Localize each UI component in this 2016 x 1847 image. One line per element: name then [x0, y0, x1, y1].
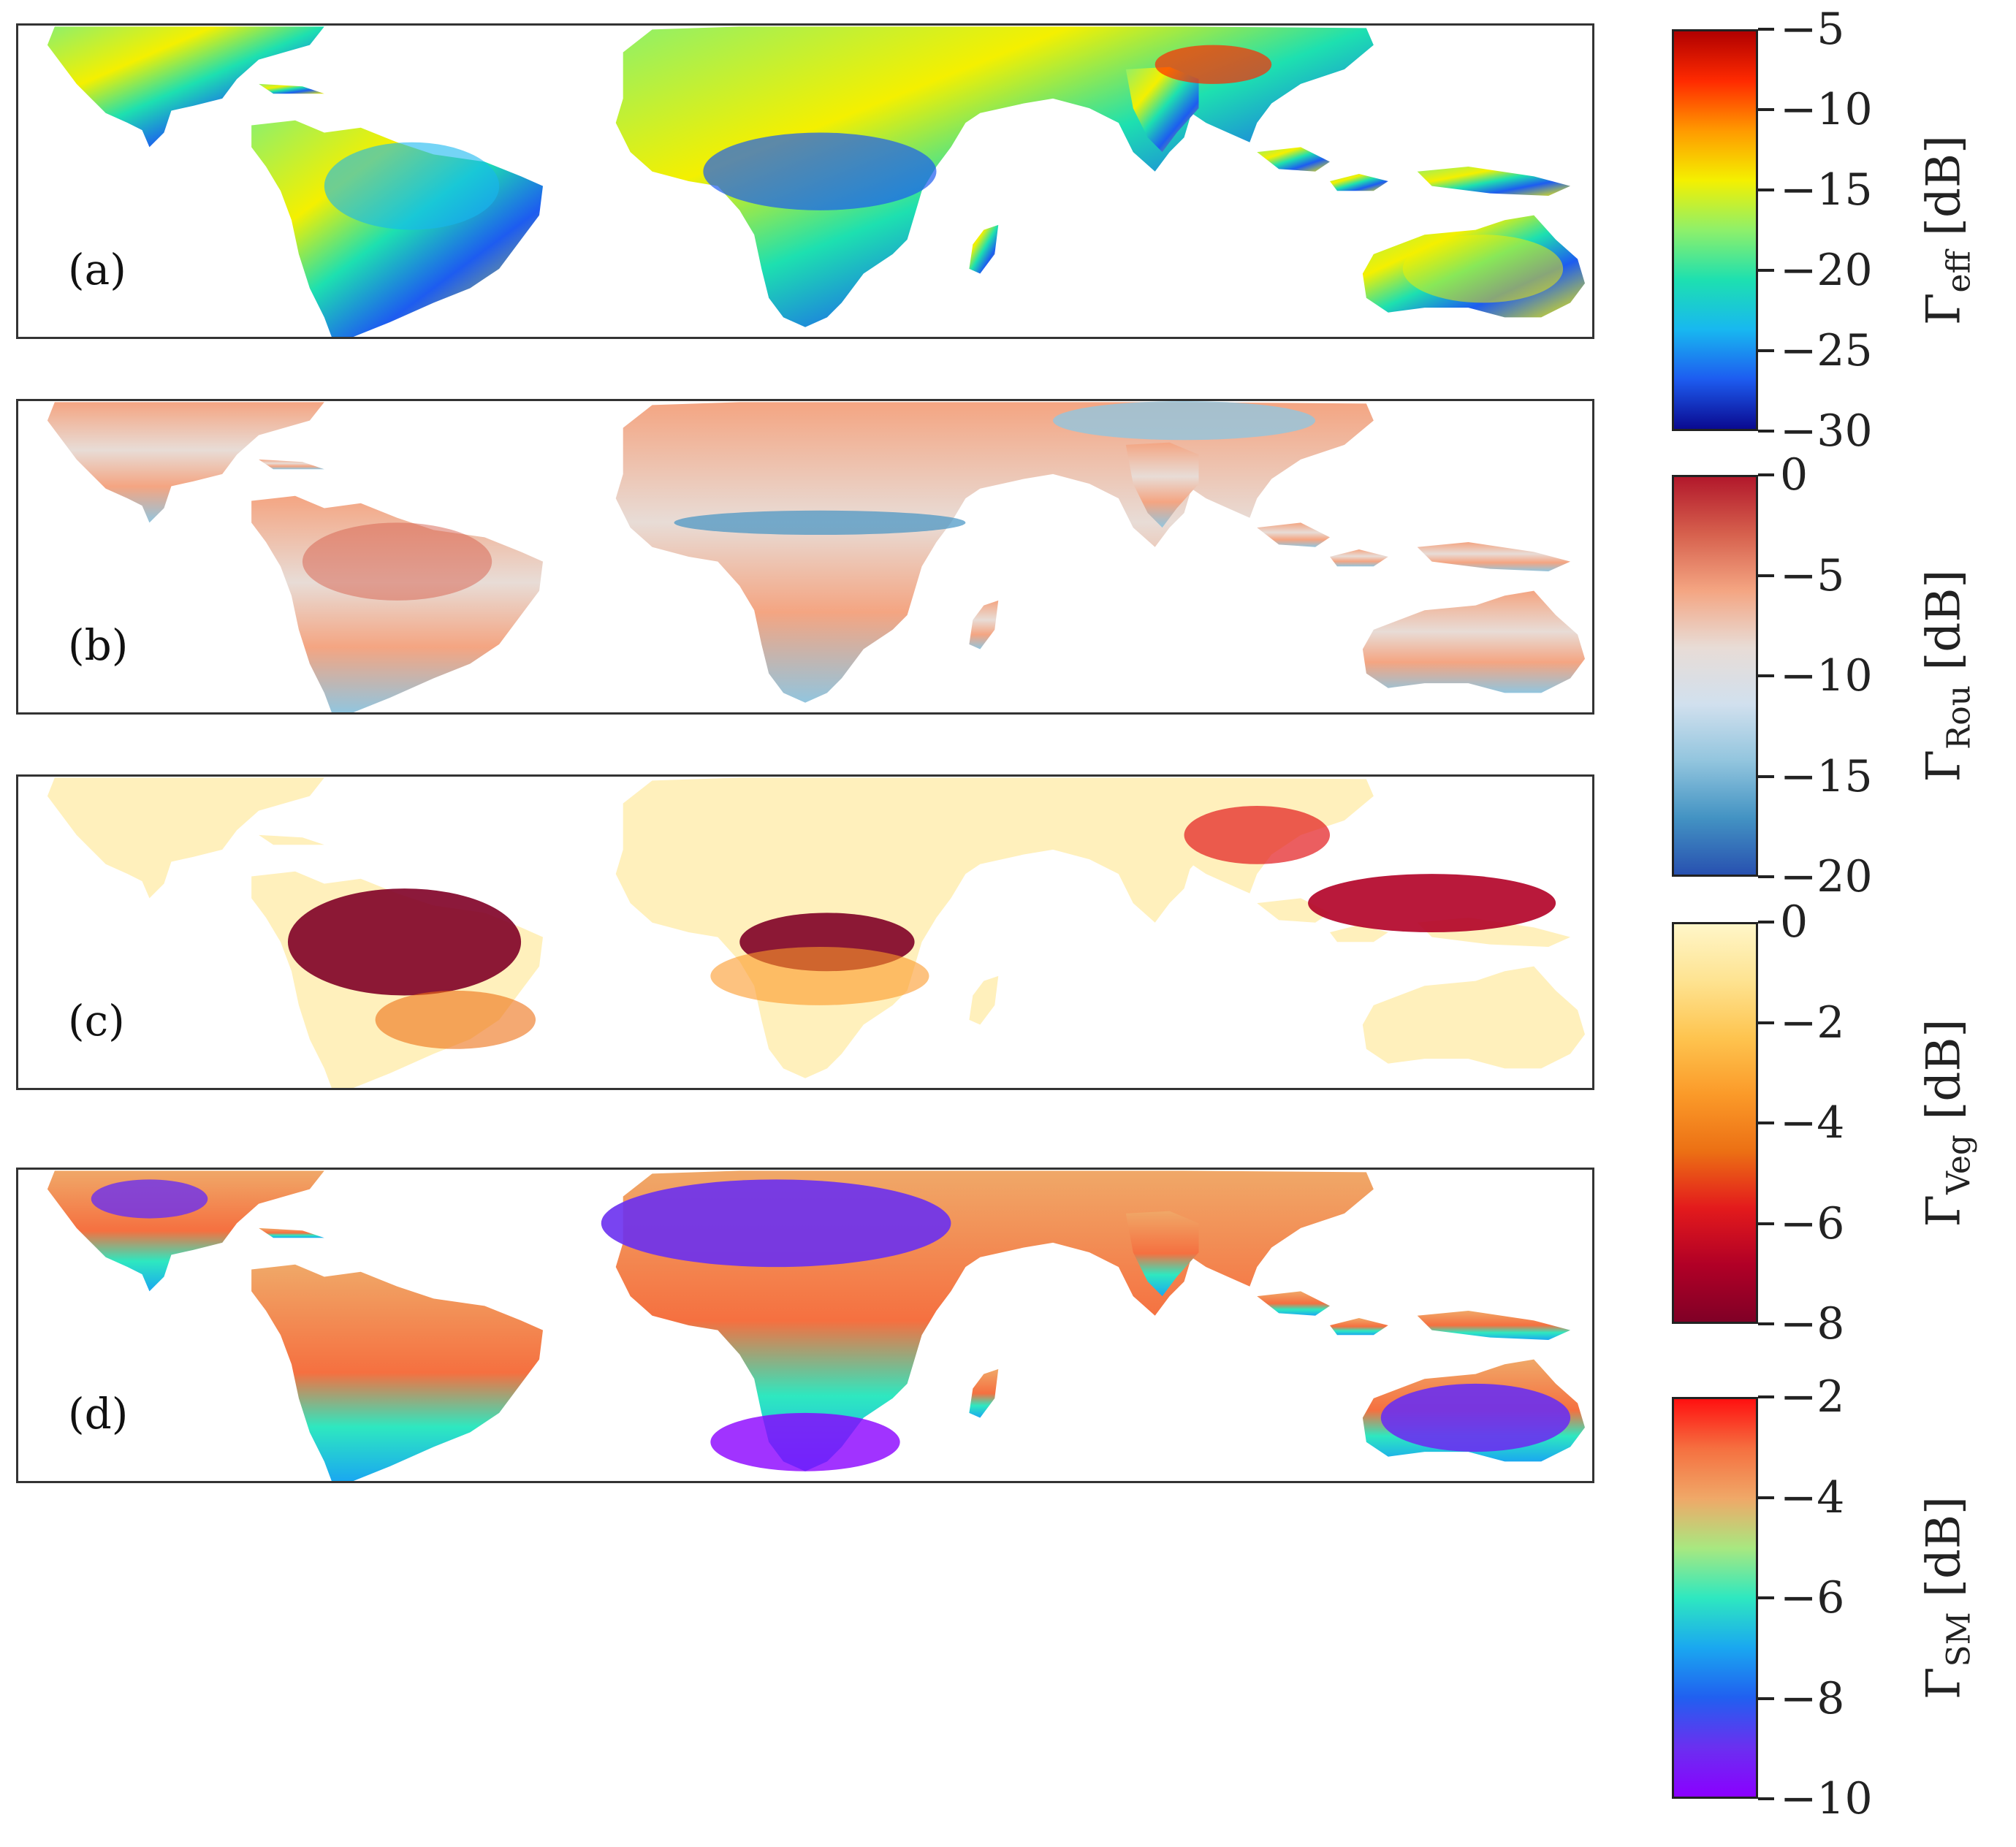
tick-mark [1758, 875, 1774, 878]
map-image-c [47, 777, 1586, 1088]
colorbar-ticks-c: 0 −2 −4 −6 −8 [1758, 896, 1875, 1349]
tick-mark [1758, 1696, 1774, 1700]
tick-mark [1758, 774, 1774, 778]
tick-mark [1758, 1496, 1774, 1499]
tick-label: 0 [1780, 449, 1808, 500]
tick-mark [1758, 188, 1774, 191]
tick-label: −2 [1780, 1371, 1845, 1423]
tick-label: −25 [1780, 325, 1873, 376]
tick-label: −2 [1780, 997, 1845, 1048]
tick-label: −10 [1780, 84, 1873, 135]
subscript: Veg [1940, 1134, 1978, 1195]
colorbar-a [1672, 29, 1758, 431]
subscript: eff [1940, 251, 1978, 293]
tick-mark [1758, 1322, 1774, 1325]
tick-label: −6 [1780, 1572, 1845, 1623]
tick-label: −15 [1780, 164, 1873, 216]
tick-mark [1758, 1222, 1774, 1225]
colorbar-label-a: Γeff [dB] [1900, 29, 1995, 431]
panel-label-c: (c) [68, 996, 125, 1046]
map-panel-d: (d) [16, 1168, 1594, 1483]
colorbar-b [1672, 475, 1758, 877]
map-image-b [47, 401, 1586, 712]
tick-label: −8 [1780, 1298, 1845, 1349]
colorbar-d [1672, 1397, 1758, 1799]
map-panel-b: (b) [16, 399, 1594, 715]
gamma-symbol: Γ [1917, 749, 1971, 782]
tick-label: −4 [1780, 1097, 1845, 1149]
tick-mark [1758, 28, 1774, 31]
unit: [dB] [1917, 1018, 1971, 1120]
unit: [dB] [1917, 569, 1971, 671]
tick-mark [1758, 1021, 1774, 1024]
tick-label: −10 [1780, 1773, 1873, 1824]
tick-mark [1758, 1596, 1774, 1599]
tick-label: −5 [1780, 4, 1845, 55]
colorbar-label-c: ΓVeg [dB] [1900, 922, 1995, 1324]
tick-mark [1758, 921, 1774, 923]
gamma-symbol: Γ [1917, 292, 1971, 325]
unit: [dB] [1917, 1496, 1971, 1597]
colorbar-label-b: ΓRou [dB] [1900, 475, 1995, 877]
tick-mark [1758, 108, 1774, 111]
map-image-a [47, 26, 1586, 337]
tick-label: −5 [1780, 549, 1845, 601]
colorbar-label-d: ΓSM [dB] [1900, 1397, 1995, 1799]
tick-mark [1758, 574, 1774, 577]
tick-label: 0 [1780, 896, 1808, 948]
gamma-symbol: Γ [1917, 1194, 1971, 1227]
panel-label-b: (b) [68, 620, 129, 670]
map-panel-a: (a) [16, 23, 1594, 339]
map-image-d [47, 1170, 1586, 1481]
colorbar-ticks-b: 0 −5 −10 −15 −20 [1758, 449, 1875, 902]
tick-label: −10 [1780, 650, 1873, 701]
tick-mark [1758, 269, 1774, 272]
subscript: Rou [1940, 685, 1978, 750]
tick-label: −20 [1780, 851, 1873, 902]
colorbar-ticks-d: −2 −4 −6 −8 −10 [1758, 1371, 1875, 1824]
tick-mark [1758, 1395, 1774, 1398]
tick-mark [1758, 473, 1774, 476]
tick-label: −30 [1780, 405, 1873, 457]
panel-label-d: (d) [68, 1389, 129, 1439]
gamma-symbol: Γ [1917, 1667, 1971, 1699]
tick-mark [1758, 1797, 1774, 1800]
tick-label: −8 [1780, 1672, 1845, 1724]
tick-label: −4 [1780, 1471, 1845, 1523]
unit: [dB] [1917, 135, 1971, 236]
map-panel-c: (c) [16, 774, 1594, 1090]
colorbar-c [1672, 922, 1758, 1324]
tick-label: −20 [1780, 245, 1873, 296]
tick-mark [1758, 674, 1774, 677]
tick-label: −6 [1780, 1197, 1845, 1249]
tick-label: −15 [1780, 750, 1873, 802]
tick-mark [1758, 349, 1774, 352]
colorbar-ticks-a: −5 −10 −15 −20 −25 −30 [1758, 4, 1875, 457]
panel-label-a: (a) [68, 245, 126, 294]
tick-mark [1758, 430, 1774, 433]
subscript: SM [1940, 1612, 1978, 1667]
tick-mark [1758, 1121, 1774, 1124]
